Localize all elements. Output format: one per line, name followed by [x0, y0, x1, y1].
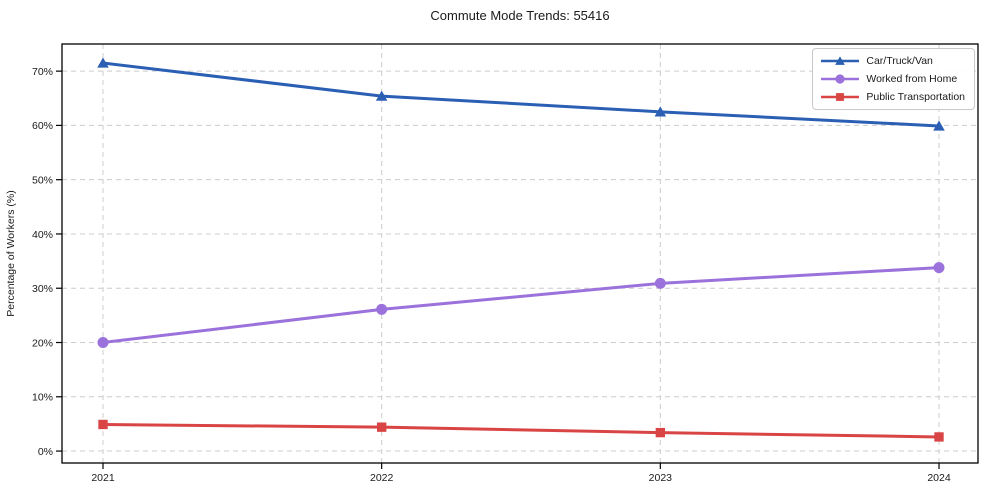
legend-line-circle-icon [821, 74, 860, 84]
triangle-marker-icon [933, 120, 945, 131]
circle-marker-icon [835, 74, 845, 84]
legend-label: Car/Truck/Van [866, 54, 933, 67]
circle-marker-icon [376, 303, 388, 315]
y-tick-label: 10% [32, 392, 53, 404]
plot-frame [61, 43, 979, 464]
legend-line-square-icon [821, 93, 860, 101]
legend: Car/Truck/Van Worked from Home Public Tr… [812, 48, 975, 110]
legend-entry-public-transportation: Public Transportation [820, 90, 965, 104]
y-tick-label: 30% [32, 283, 53, 295]
y-tick-label: 0% [38, 446, 53, 458]
series-line-public-transportation [101, 422, 941, 439]
x-tick-label: 2022 [370, 472, 394, 484]
y-tick-label: 40% [32, 229, 53, 241]
y-tick-label: 60% [32, 120, 53, 132]
y-tick-label: 20% [32, 337, 53, 349]
legend-entry-car-truck-van: Car/Truck/Van [820, 54, 965, 68]
circle-marker-icon [654, 277, 666, 289]
y-tick-label: 50% [32, 174, 53, 186]
circle-marker-icon [97, 337, 109, 349]
x-tick-label: 2024 [927, 472, 951, 484]
legend-label: Public Transportation [866, 90, 965, 103]
legend-entry-worked-from-home: Worked from Home [820, 72, 965, 86]
series-line-worked-from-home [101, 266, 941, 345]
triangle-marker-icon [375, 90, 388, 101]
circle-marker-icon [933, 262, 945, 274]
legend-line-triangle-icon [821, 56, 860, 65]
square-marker-icon [98, 419, 108, 430]
triangle-marker-icon [97, 57, 109, 68]
x-tick-label: 2023 [649, 472, 673, 484]
chart-title: Commute Mode Trends: 55416 [430, 8, 610, 23]
series-line-car-truck-van [101, 61, 941, 128]
triangle-marker-icon [654, 106, 667, 117]
y-tick-label: 70% [32, 66, 53, 78]
x-tick-label: 2021 [91, 472, 115, 484]
square-marker-icon [934, 432, 944, 442]
y-axis-label: Percentage of Workers (%) [5, 190, 17, 316]
square-marker-icon [655, 427, 666, 438]
square-marker-icon [376, 422, 387, 432]
triangle-marker-icon [835, 56, 846, 65]
square-marker-icon [836, 93, 845, 101]
legend-label: Worked from Home [866, 72, 958, 85]
